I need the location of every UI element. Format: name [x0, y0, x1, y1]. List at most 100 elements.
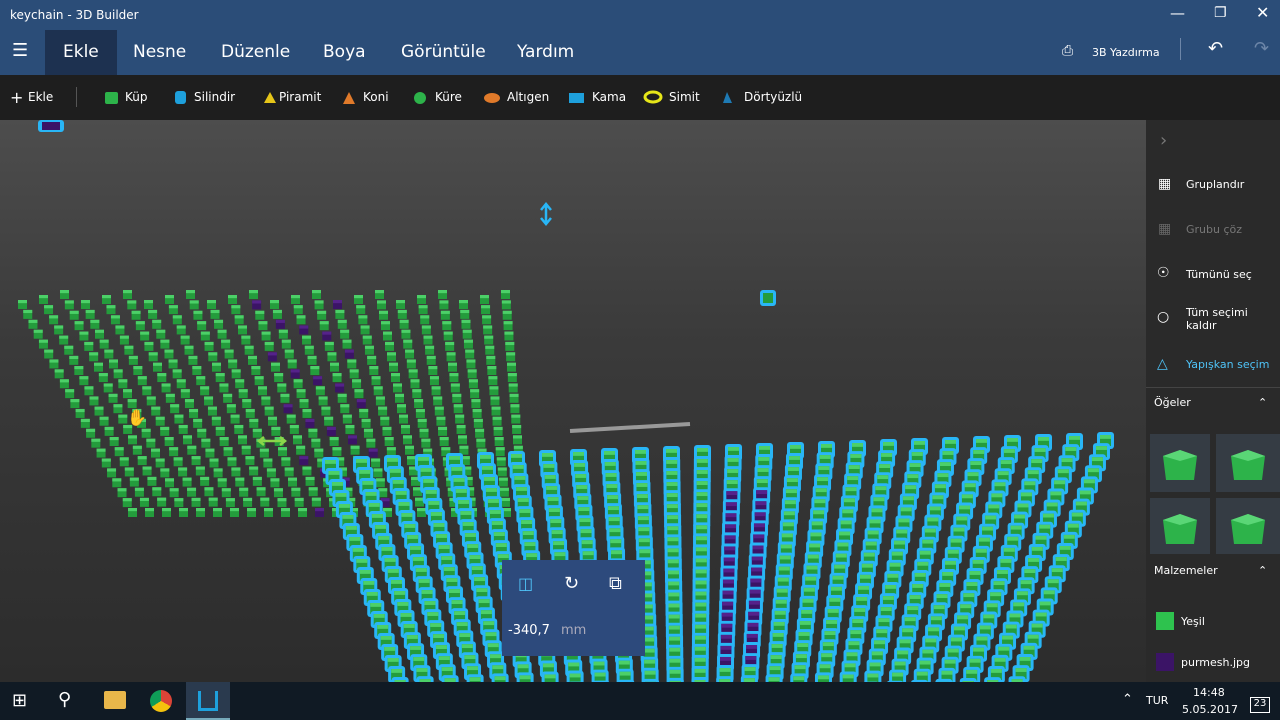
voxel-top [380, 416, 390, 420]
hamburger-menu[interactable]: ☰ [12, 40, 29, 61]
restore-button[interactable]: ❐ [1214, 5, 1227, 21]
shape-button[interactable]: Küre [435, 90, 462, 104]
voxel-cube [502, 310, 512, 320]
voxel-cube [750, 578, 762, 590]
voxel-top [208, 352, 218, 356]
scale-tool[interactable]: ⧉ [609, 573, 622, 594]
voxel-top [814, 499, 826, 504]
notification-badge[interactable]: 23 [1250, 697, 1270, 713]
voxel-top [290, 369, 300, 373]
voxel-top [489, 386, 499, 390]
voxel-cube [1039, 524, 1051, 536]
item-thumb[interactable] [1150, 434, 1210, 492]
material-swatch[interactable] [1156, 653, 1174, 671]
rotate-tool[interactable]: ↻ [564, 573, 580, 594]
material-name[interactable]: purmesh.jpg [1181, 656, 1250, 669]
item-thumb[interactable] [1216, 434, 1280, 492]
shape-button[interactable]: Simit [669, 90, 700, 104]
voxel-cube [204, 487, 214, 497]
shape-button[interactable]: Altıgen [507, 90, 550, 104]
voxel-top [745, 656, 757, 660]
voxel-top [919, 550, 931, 555]
items-toggle[interactable]: ⌃ [1258, 396, 1268, 409]
voxel-top [477, 448, 487, 452]
move-tool[interactable]: ◫ [518, 574, 534, 593]
collapse-button[interactable]: › [1160, 130, 1168, 151]
shape-button[interactable]: Silindir [194, 90, 236, 104]
voxel-cube [469, 555, 481, 567]
voxel-top [976, 636, 988, 641]
menu-tab[interactable]: Düzenle [221, 42, 291, 62]
voxel-cube [165, 393, 175, 403]
undo-button[interactable]: ↶ [1208, 38, 1224, 59]
redo-button[interactable]: ↷ [1254, 38, 1270, 59]
voxel-top [1039, 601, 1051, 606]
group-button[interactable]: Gruplandır [1186, 178, 1245, 191]
voxel-cube [842, 674, 854, 686]
voxel-cube [1005, 624, 1017, 636]
voxel-cube [438, 656, 450, 668]
close-button[interactable]: ✕ [1256, 3, 1270, 22]
material-name[interactable]: Yeşil [1181, 615, 1205, 628]
voxel-cube [180, 335, 190, 345]
voxel-cube [187, 445, 197, 455]
clock-date[interactable]: 5.05.2017 [1182, 703, 1238, 716]
deselect-button[interactable]: Tüm seçimi kaldır [1186, 306, 1248, 332]
menu-tab[interactable]: Yardım [517, 42, 575, 62]
voxel-top [519, 675, 531, 680]
shape-button[interactable]: Küp [125, 90, 148, 104]
voxel-cube [476, 588, 488, 600]
menu-tab[interactable]: Görüntüle [401, 42, 486, 62]
materials-toggle[interactable]: ⌃ [1258, 564, 1268, 577]
language-indicator[interactable]: TUR [1146, 694, 1169, 707]
chrome-icon[interactable] [150, 690, 172, 712]
voxel-top [207, 300, 216, 304]
voxel-top [248, 355, 257, 360]
voxel-cube [369, 366, 379, 375]
voxel-cube [865, 541, 877, 553]
voxel-top [427, 612, 439, 616]
voxel-top [1069, 436, 1080, 440]
voxel-cube [118, 379, 128, 389]
voxel-cube [462, 329, 472, 339]
voxel-cube [264, 406, 274, 416]
position-value[interactable]: -340,7 [508, 623, 550, 638]
start-button[interactable]: ⊞ [12, 690, 28, 711]
voxel-cube [139, 497, 149, 507]
item-thumb[interactable] [1216, 498, 1280, 554]
menu-tab[interactable]: Boya [323, 42, 366, 62]
voxel-cube [169, 488, 179, 498]
shape-button[interactable]: Piramit [279, 90, 322, 104]
voxel-cube [182, 477, 192, 487]
voxel-top [373, 468, 383, 472]
add-button[interactable]: Ekle [28, 90, 54, 104]
voxel-cube [223, 393, 233, 403]
voxel-cube [245, 408, 255, 418]
select-all-button[interactable]: Tümünü seç [1186, 268, 1252, 281]
shape-button[interactable]: Kama [592, 90, 627, 104]
voxel-cube [373, 386, 383, 396]
shape-button[interactable]: Koni [363, 90, 389, 104]
minimize-button[interactable]: — [1170, 4, 1185, 22]
ungroup-button[interactable]: Grubu çöz [1186, 223, 1243, 236]
voxel-top [340, 329, 350, 333]
voxel-cube [266, 468, 276, 478]
explorer-icon[interactable] [104, 691, 126, 709]
voxel-cube [79, 376, 89, 386]
voxel-top [636, 483, 648, 487]
shape-button[interactable]: Dörtyüzlü [744, 90, 803, 104]
sticky-select-button[interactable]: Yapışkan seçim [1186, 358, 1270, 371]
material-swatch[interactable] [1156, 612, 1174, 630]
voxel-top [493, 532, 505, 536]
search-button[interactable]: ⚲ [58, 689, 72, 710]
voxel-cube [746, 645, 758, 657]
menu-tab[interactable]: Ekle [45, 30, 117, 75]
tray-chevron[interactable]: ⌃ [1122, 692, 1133, 707]
print-button[interactable]: 3B Yazdırma [1092, 46, 1160, 59]
voxel-cube [491, 521, 503, 533]
menu-tab[interactable]: Nesne [133, 42, 187, 62]
voxel-top [747, 622, 759, 627]
clock-time[interactable]: 14:48 [1193, 686, 1225, 699]
builder-task[interactable] [186, 682, 230, 720]
item-thumb[interactable] [1150, 498, 1210, 554]
